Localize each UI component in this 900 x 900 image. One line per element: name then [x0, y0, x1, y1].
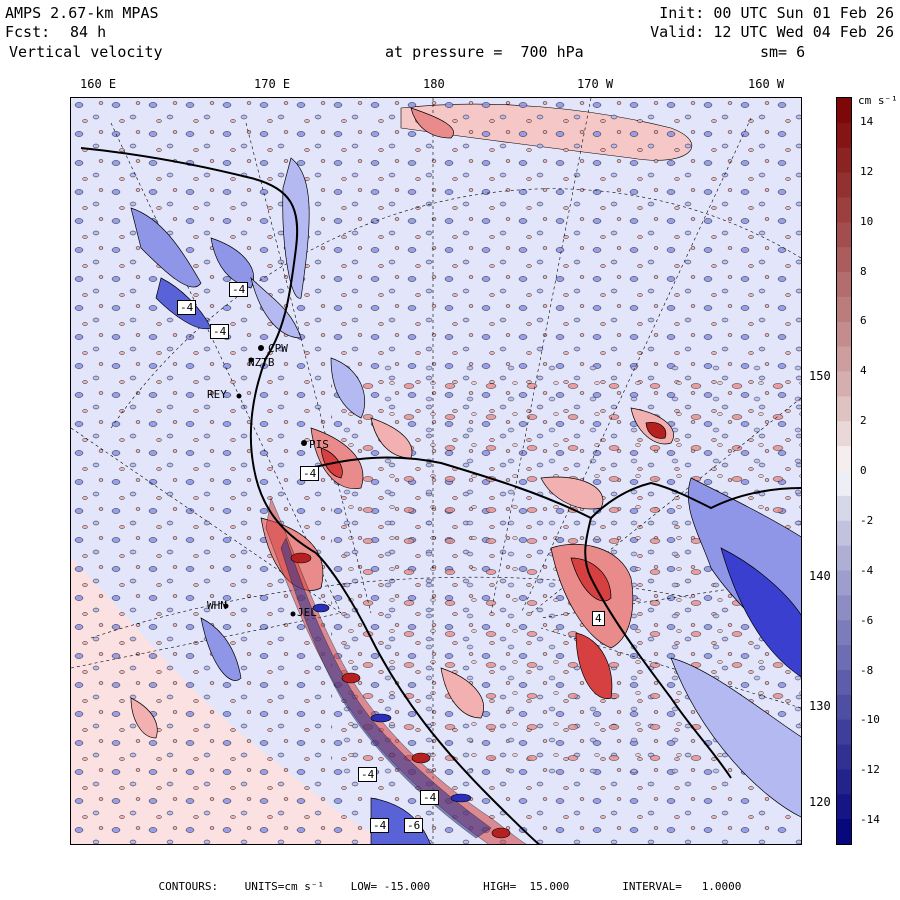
colorbar-swatch: [837, 570, 851, 596]
colorbar-tick-label: -6: [860, 613, 874, 627]
colorbar-swatch: [837, 346, 851, 373]
colorbar: [836, 97, 852, 845]
contour-label-box: -4: [229, 282, 249, 297]
lon-label-180: 180: [423, 77, 445, 91]
station-label-rey: REY: [207, 388, 227, 401]
contour-label-box: -4: [300, 466, 320, 481]
colorbar-swatch: [837, 147, 851, 174]
station-marker-nztb: [248, 357, 254, 363]
colorbar-tick-label: -4: [860, 563, 874, 577]
station-marker-whn: [223, 603, 229, 609]
vertical-velocity-map: [70, 97, 802, 845]
variable-name: Vertical velocity: [9, 43, 163, 61]
station-marker-cpw: [258, 345, 264, 351]
station-label-nztb: NZTB: [248, 356, 275, 369]
station-label-whn: WHN: [207, 599, 227, 612]
lon-label-160e: 160 E: [80, 77, 117, 91]
footer-low: LOW= -15.000: [350, 880, 431, 893]
colorbar-swatch: [837, 769, 851, 795]
colorbar-swatch: [837, 669, 851, 696]
colorbar-swatch: [837, 272, 851, 298]
colorbar-swatch: [837, 421, 851, 447]
station-marker-rey: [236, 393, 242, 399]
contour-label-box: -4: [370, 818, 390, 833]
valid-time: Valid: 12 UTC Wed 04 Feb 26: [650, 23, 894, 41]
forecast-label: Fcst:: [5, 23, 51, 41]
colorbar-swatch: [837, 396, 851, 422]
footer-contours: CONTOURS:: [158, 880, 219, 893]
lon-label-170e: 170 E: [254, 77, 291, 91]
contour-label-box: -4: [210, 324, 230, 339]
map-canvas: [71, 98, 801, 844]
colorbar-swatch: [837, 744, 851, 770]
colorbar-units: cm s⁻¹: [858, 94, 898, 107]
colorbar-swatch: [837, 197, 851, 223]
footer-units: UNITS=cm s⁻¹: [244, 880, 325, 893]
colorbar-swatch: [837, 794, 851, 820]
colorbar-swatch: [837, 620, 851, 646]
colorbar-swatch: [837, 98, 851, 124]
station-label-cpw: CPW: [268, 342, 288, 355]
pressure-level: at pressure = 700 hPa: [385, 43, 584, 61]
colorbar-tick-label: 8: [860, 264, 867, 278]
colorbar-tick-label: 12: [860, 164, 874, 178]
colorbar-swatch: [837, 247, 851, 273]
lon-label-170w: 170 W: [577, 77, 614, 91]
colorbar-swatch: [837, 819, 851, 845]
footer-interval: INTERVAL= 1.0000: [622, 880, 742, 893]
colorbar-swatch: [837, 545, 851, 571]
colorbar-swatch: [837, 321, 851, 348]
smoothing-label: sm= 6: [760, 43, 806, 61]
colorbar-swatch: [837, 645, 851, 671]
init-time: Init: 00 UTC Sun 01 Feb 26: [659, 4, 894, 22]
contour-info-footer: CONTOURS: UNITS=cm s⁻¹ LOW= -15.000 HIGH…: [0, 880, 900, 893]
colorbar-swatches: [837, 98, 851, 845]
downward-motion-areas: [130, 157, 801, 844]
colorbar-tick-label: 2: [860, 414, 867, 428]
coastlines: [80, 147, 801, 844]
colorbar-swatch: [837, 495, 851, 522]
contour-label-box: 4: [592, 611, 605, 626]
colorbar-swatch: [837, 719, 851, 746]
colorbar-swatch: [837, 446, 851, 472]
colorbar-swatch: [837, 296, 851, 323]
colorbar-swatch: [837, 694, 851, 721]
colorbar-tick-label: 14: [860, 114, 874, 128]
colorbar-swatch: [837, 520, 851, 547]
colorbar-swatch: [837, 172, 851, 198]
colorbar-swatch: [837, 371, 851, 397]
station-markers: [223, 345, 307, 617]
contour-label-box: -4: [358, 767, 378, 782]
contour-label-box: -6: [404, 818, 424, 833]
colorbar-tick-label: -8: [860, 663, 874, 677]
mountain-band: [265, 496, 527, 844]
colorbar-swatch: [837, 471, 851, 497]
forecast-hour: 84 h: [70, 23, 107, 41]
station-label-jel: JEL: [297, 606, 317, 619]
colorbar-tick-label: -14: [860, 813, 880, 827]
station-label-pis: PIS: [309, 438, 329, 451]
lon-label-160w: 160 W: [748, 77, 785, 91]
colorbar-tick-label: 4: [860, 364, 867, 378]
contour-label-box: -4: [177, 300, 197, 315]
colorbar-swatch: [837, 122, 851, 149]
colorbar-swatch: [837, 595, 851, 621]
model-title: AMPS 2.67-km MPAS: [5, 4, 159, 22]
footer-high: HIGH= 15.000: [483, 880, 570, 893]
colorbar-tick-label: 10: [860, 214, 874, 228]
colorbar-tick-label: 6: [860, 314, 867, 328]
colorbar-tick-label: -2: [860, 513, 874, 527]
colorbar-tick-label: -10: [860, 713, 880, 727]
colorbar-tick-label: -12: [860, 763, 880, 777]
contour-label-box: -4: [420, 790, 440, 805]
station-marker-pis: [301, 440, 307, 446]
colorbar-tick-label: 0: [860, 464, 867, 477]
station-marker-jel: [290, 611, 296, 617]
colorbar-swatch: [837, 222, 851, 248]
